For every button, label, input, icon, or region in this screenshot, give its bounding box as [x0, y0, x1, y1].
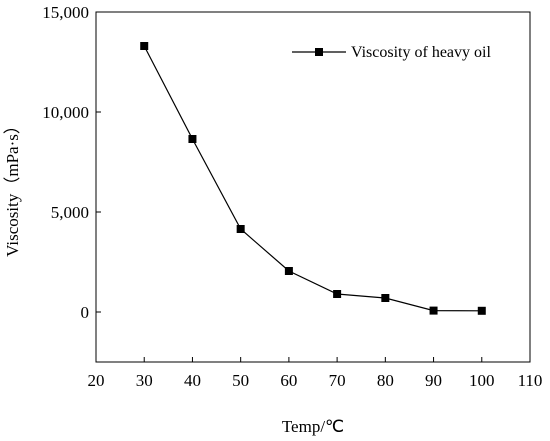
legend-label: Viscosity of heavy oil [351, 44, 491, 61]
axis-tick-labels: 20 30 40 50 60 70 80 90 100 110 0 5,000 10,000 15,000 [42, 3, 542, 390]
y-axis-title: Viscosity（mPa·s） [3, 117, 22, 257]
x-tick-label: 60 [280, 371, 297, 390]
x-tick-label: 90 [425, 371, 442, 390]
x-tick-label: 50 [232, 371, 249, 390]
x-tick-label: 80 [377, 371, 394, 390]
x-tick-label: 20 [88, 371, 105, 390]
data-point [477, 306, 486, 315]
series-line [143, 45, 482, 312]
y-tick-label: 0 [81, 303, 90, 322]
legend-marker [315, 48, 323, 56]
legend: Viscosity of heavy oil [292, 44, 491, 61]
y-tick-label: 5,000 [51, 203, 89, 222]
plot-frame [95, 11, 531, 363]
x-tick-label: 100 [469, 371, 495, 390]
x-axis-title: Temp/℃ [282, 417, 344, 436]
x-tick-label: 70 [329, 371, 346, 390]
series-layer [140, 42, 486, 315]
data-point [284, 267, 293, 275]
x-tick-label: 110 [518, 371, 543, 390]
x-tick-label: 30 [136, 371, 153, 390]
y-tick-label: 15,000 [42, 3, 89, 22]
data-point [333, 290, 342, 298]
data-point [188, 135, 197, 143]
x-tick-label: 40 [184, 371, 201, 390]
y-tick-label: 10,000 [42, 103, 89, 122]
data-point [381, 294, 390, 302]
axis-ticks [95, 11, 531, 362]
data-point [429, 306, 438, 315]
data-point [236, 225, 245, 233]
data-point [140, 42, 149, 50]
